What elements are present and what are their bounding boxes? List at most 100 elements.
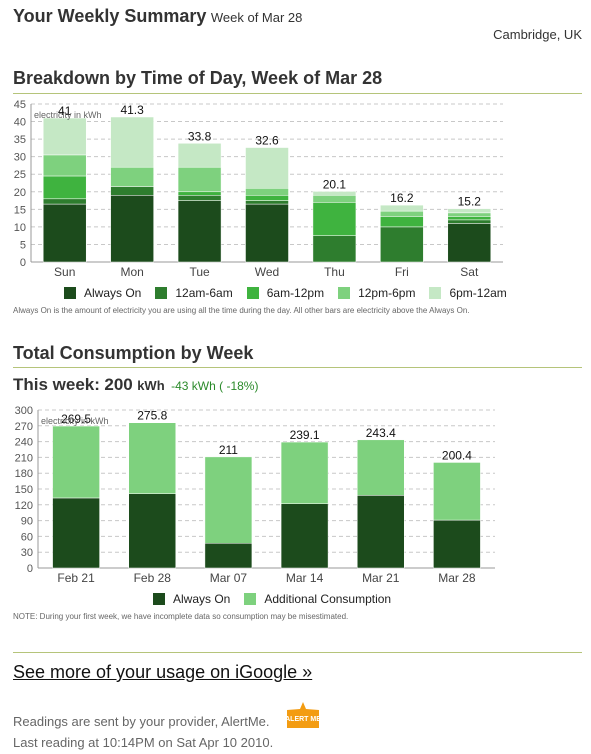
breakdown-legend-swatch — [246, 287, 259, 299]
breakdown-total-label: 32.6 — [255, 134, 279, 148]
weekly-total-label: 243.4 — [366, 426, 396, 440]
breakdown-y-tick-label: 20 — [14, 187, 26, 199]
breakdown-bar-2 — [312, 202, 357, 236]
this-week-value: 200 — [104, 375, 133, 394]
weekly-x-tick-label: Mar 07 — [210, 571, 248, 585]
breakdown-bar-1 — [380, 226, 424, 263]
breakdown-bar-0 — [177, 200, 222, 263]
weekly-legend-swatch — [244, 593, 257, 605]
weekly-bar-1 — [52, 425, 100, 499]
weekly-bar-0 — [357, 495, 405, 569]
breakdown-legend-item: 12pm-6pm — [338, 286, 415, 300]
breakdown-bar-1 — [245, 200, 289, 205]
page-title: Your Weekly Summary — [13, 6, 207, 26]
breakdown-x-tick-label: Sat — [460, 265, 479, 279]
alertme-logo: ALERT ME — [284, 701, 322, 736]
breakdown-bar-1 — [312, 235, 357, 263]
weekly-bar-0 — [52, 497, 100, 569]
weekly-legend-label: Additional Consumption — [264, 592, 392, 606]
weekly-y-tick-label: 90 — [21, 516, 33, 528]
weekly-total-label: 200.4 — [442, 448, 472, 462]
week-label: Week of Mar 28 — [210, 10, 303, 25]
breakdown-bar-1 — [177, 195, 222, 201]
breakdown-bar-4 — [380, 204, 424, 212]
breakdown-unit-label: electricity in kWh — [34, 110, 102, 120]
breakdown-bar-0 — [447, 223, 492, 263]
weekly-y-tick-label: 30 — [21, 547, 33, 559]
total-title: Total Consumption by Week — [13, 343, 254, 363]
breakdown-bar-2 — [42, 175, 87, 200]
last-reading-line: Last reading at 10:14PM on Sat Apr 10 20… — [13, 735, 274, 750]
breakdown-bar-1 — [42, 198, 87, 205]
breakdown-y-tick-label: 0 — [20, 257, 26, 269]
weekly-total-label: 269.5 — [61, 412, 91, 426]
breakdown-total-label: 41 — [58, 104, 72, 118]
breakdown-y-tick-label: 5 — [20, 239, 26, 251]
this-week-summary: This week: 200 kWh -43 kWh ( -18%) — [13, 375, 258, 395]
weekly-legend-label: Always On — [173, 592, 231, 606]
weekly-y-tick-label: 0 — [27, 563, 33, 575]
breakdown-bar-4 — [42, 117, 87, 156]
provider-line: Readings are sent by your provider, Aler… — [13, 714, 270, 729]
this-week-change: -43 kWh ( -18%) — [171, 379, 259, 393]
breakdown-bar-2 — [447, 216, 492, 221]
weekly-bar-1 — [433, 462, 481, 521]
breakdown-legend-label: Always On — [84, 286, 142, 300]
weekly-x-tick-label: Mar 21 — [362, 571, 400, 585]
total-divider — [13, 367, 582, 368]
breakdown-x-tick-label: Mon — [120, 265, 143, 279]
breakdown-total-label: 41.3 — [120, 103, 144, 117]
breakdown-bar-4 — [245, 147, 289, 189]
weekly-unit-label: electricity in kWh — [41, 416, 109, 426]
breakdown-bar-1 — [110, 186, 154, 196]
breakdown-bar-3 — [42, 154, 87, 177]
breakdown-title: Breakdown by Time of Day, Week of Mar 28 — [13, 68, 383, 88]
igoogle-link[interactable]: See more of your usage on iGoogle » — [13, 662, 313, 682]
breakdown-bar-2 — [245, 195, 289, 201]
breakdown-y-tick-label: 45 — [14, 99, 26, 111]
breakdown-bar-4 — [177, 143, 222, 168]
weekly-total-note: NOTE: During your first week, we have in… — [13, 612, 349, 621]
weekly-bar-0 — [128, 493, 176, 569]
breakdown-legend-swatch — [155, 287, 168, 299]
weekly-bar-0 — [280, 503, 329, 569]
breakdown-bar-0 — [245, 203, 289, 263]
breakdown-bar-0 — [42, 203, 87, 263]
location-label: Cambridge, UK — [493, 27, 582, 42]
breakdown-y-tick-label: 10 — [14, 222, 26, 234]
page-header: Your Weekly Summary Week of Mar 28 — [13, 6, 302, 27]
breakdown-bar-3 — [312, 195, 357, 203]
breakdown-legend-label: 12pm-6pm — [358, 286, 416, 300]
breakdown-total-label: 15.2 — [458, 195, 482, 209]
breakdown-bar-3 — [447, 212, 492, 217]
weekly-total-legend: Always On Additional Consumption — [153, 592, 405, 606]
weekly-bar-0 — [433, 519, 481, 569]
weekly-y-tick-label: 180 — [15, 468, 33, 480]
breakdown-x-tick-label: Fri — [395, 265, 409, 279]
breakdown-note: Always On is the amount of electricity y… — [13, 306, 470, 315]
weekly-x-tick-label: Feb 28 — [134, 571, 172, 585]
weekly-y-tick-label: 60 — [21, 531, 33, 543]
breakdown-legend-swatch — [338, 287, 351, 299]
breakdown-bar-4 — [110, 116, 154, 168]
breakdown-bar-2 — [177, 191, 222, 196]
weekly-y-tick-label: 120 — [15, 500, 33, 512]
breakdown-bar-3 — [380, 210, 424, 217]
weekly-bar-0 — [204, 542, 253, 569]
weekly-total-label: 211 — [219, 443, 238, 457]
weekly-total-label: 275.8 — [137, 409, 167, 423]
this-week-label: This week: — [13, 375, 100, 394]
breakdown-bar-3 — [110, 166, 154, 187]
weekly-x-tick-label: Feb 21 — [57, 571, 95, 585]
breakdown-bar-0 — [110, 195, 154, 263]
weekly-legend-item: Additional Consumption — [244, 592, 391, 606]
breakdown-legend-item: Always On — [64, 286, 141, 300]
breakdown-legend-item: 6pm-12am — [429, 286, 507, 300]
breakdown-y-tick-label: 40 — [14, 117, 26, 129]
breakdown-x-tick-label: Thu — [324, 265, 345, 279]
weekly-legend-item: Always On — [153, 592, 230, 606]
breakdown-x-tick-label: Wed — [255, 265, 279, 279]
breakdown-legend-item: 6am-12pm — [246, 286, 324, 300]
breakdown-bar-3 — [245, 188, 289, 196]
breakdown-divider — [13, 93, 582, 94]
